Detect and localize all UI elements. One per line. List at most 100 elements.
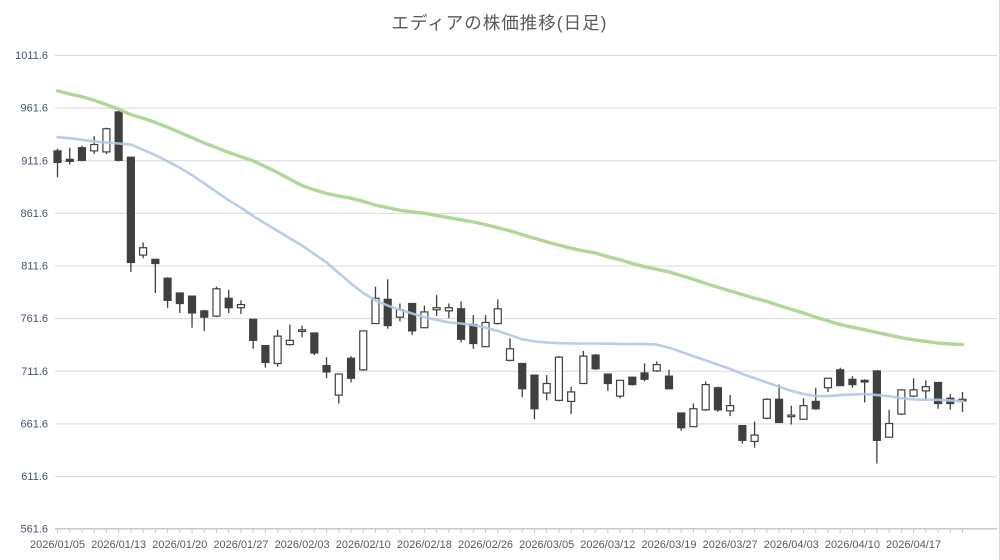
candle (762, 398, 771, 420)
x-axis-tick-label: 2026/02/18 (397, 539, 452, 551)
candle (567, 386, 576, 415)
candle-body-up (90, 143, 99, 152)
candle (432, 295, 441, 317)
candle-body-down (151, 258, 160, 265)
candle-body-up (799, 405, 808, 420)
candle (652, 361, 661, 372)
candle (249, 318, 258, 349)
candle (579, 350, 588, 385)
candle-body-down (713, 387, 723, 411)
candle (603, 373, 612, 391)
x-axis (55, 528, 997, 533)
candle (946, 394, 955, 410)
candle-body-up (297, 329, 307, 333)
candle (505, 338, 515, 362)
candle (285, 324, 294, 346)
candle (836, 367, 845, 387)
x-axis-tick-label: 2026/03/05 (519, 539, 574, 551)
candle (126, 156, 135, 272)
y-axis-tick-label: 861.6 (20, 208, 48, 220)
candle (554, 356, 564, 402)
candle (151, 258, 160, 293)
candle-body-down (249, 318, 258, 341)
candle-body-up (481, 321, 490, 348)
candle (738, 425, 747, 444)
candle-body-up (689, 408, 698, 428)
candle (933, 381, 943, 409)
moving-average-long-line (55, 89, 965, 347)
candle-body-down (346, 357, 356, 379)
candle-body-up (505, 348, 515, 361)
candle (90, 136, 99, 155)
candle-body-down (322, 365, 331, 373)
candle (750, 421, 759, 448)
candle (261, 345, 270, 368)
y-axis-tick-label: 911.6 (21, 155, 48, 167)
x-axis-tick-label: 2026/03/27 (703, 539, 758, 551)
candle (885, 409, 894, 438)
candle (322, 357, 331, 379)
candle (53, 148, 62, 178)
candle (518, 362, 527, 398)
y-axis-tick-label: 811.6 (21, 261, 48, 273)
candle-body-down (126, 156, 135, 264)
candles (53, 109, 967, 464)
candle (823, 377, 833, 392)
candle-body-up (371, 297, 380, 325)
candle-body-up (493, 308, 502, 325)
candle-body-down (774, 398, 784, 424)
candle (371, 286, 380, 325)
x-axis-tick-label: 2026/04/10 (825, 539, 880, 551)
candle (163, 277, 172, 308)
candle-body-down (738, 425, 747, 441)
candle-body-down (200, 310, 209, 318)
candle (615, 379, 625, 399)
candle (542, 375, 551, 401)
candle-body-down (933, 381, 943, 405)
candle (860, 379, 869, 403)
candle (872, 370, 881, 464)
candle-body-up (762, 398, 771, 419)
x-axis-tick-label: 2026/01/20 (152, 539, 207, 551)
candle-body-up (615, 379, 625, 397)
candle-body-up (885, 422, 894, 438)
candle-body-down (383, 298, 392, 327)
candle (921, 380, 930, 401)
candle-body-down (664, 375, 674, 390)
candle-body-down (848, 378, 857, 386)
candle (774, 384, 784, 424)
x-axis-labels: 2026/01/05 2026/01/13 2026/01/20 2026/01/27… (30, 539, 941, 551)
y-axis-tick-label: 611.6 (21, 471, 48, 483)
candle (236, 300, 246, 315)
candle-body-up (420, 311, 429, 329)
candle (493, 299, 502, 325)
candle (726, 395, 735, 417)
candle-body-up (432, 307, 441, 311)
x-axis-tick-label: 2026/03/19 (641, 539, 696, 551)
moving-average-short-line (56, 135, 964, 403)
candle (811, 387, 820, 410)
candle-body-down (163, 277, 172, 301)
candle-body-up (897, 389, 906, 415)
candle (664, 369, 674, 390)
candle-body-up (823, 377, 833, 389)
candle (469, 315, 478, 349)
candle (640, 363, 649, 382)
candle (456, 301, 466, 343)
candle (334, 373, 343, 404)
candle-body-up (212, 288, 221, 317)
candle (787, 405, 796, 425)
candle-body-up (750, 434, 759, 443)
x-axis-tick-label: 2026/01/13 (91, 539, 146, 551)
candle (187, 295, 197, 328)
candle-body-down (640, 372, 649, 380)
candle (444, 303, 453, 319)
candle-body-down (65, 158, 74, 162)
x-axis-tick-label: 2026/04/03 (764, 539, 819, 551)
candle-body-up (726, 405, 735, 412)
candle (175, 292, 184, 313)
candle-body-down (628, 376, 637, 386)
y-axis-tick-label: 711.6 (21, 366, 48, 378)
